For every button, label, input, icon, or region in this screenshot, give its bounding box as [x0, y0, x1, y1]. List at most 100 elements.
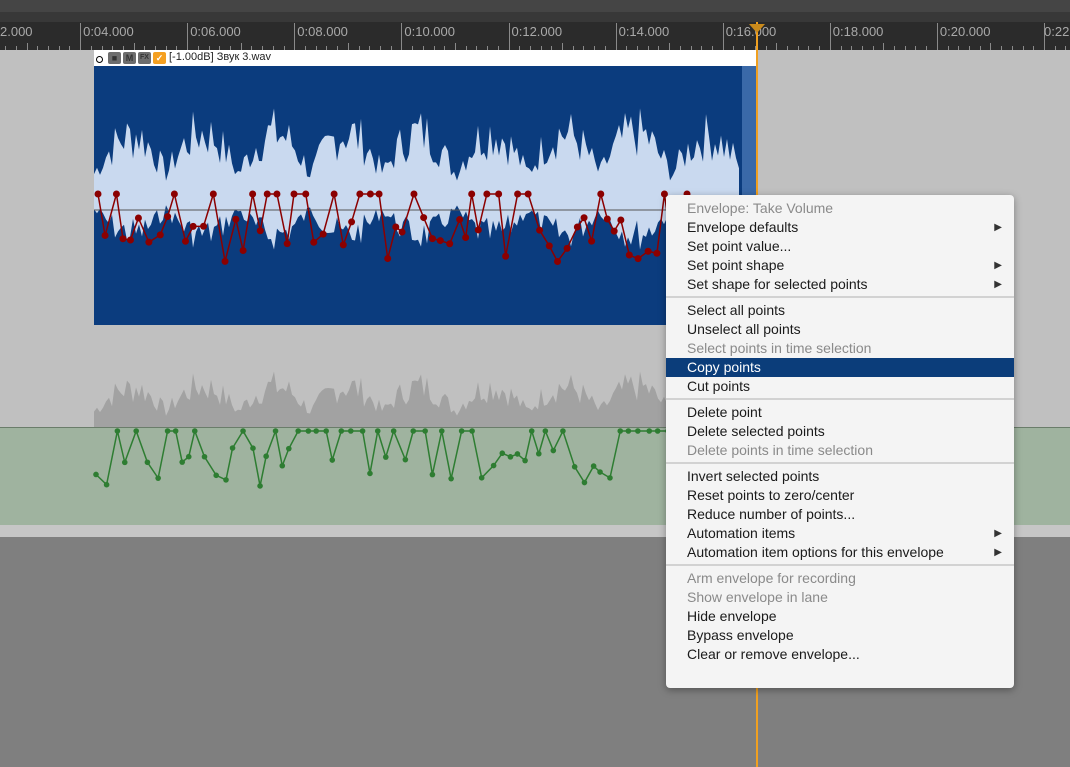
envelope-icon[interactable]: ✓: [153, 52, 166, 64]
ruler-minor-tick: [990, 43, 992, 50]
menu-item[interactable]: Reset points to zero/center: [666, 486, 1014, 505]
ruler-minor-tick: [37, 46, 39, 50]
ruler-minor-tick: [208, 46, 210, 50]
ruler-minor-tick: [894, 46, 896, 50]
lane-envelope-point: [438, 428, 445, 434]
lane-envelope-point: [295, 428, 301, 434]
ruler-minor-tick: [454, 43, 456, 50]
ruler-minor-tick: [122, 46, 124, 50]
menu-item[interactable]: Set point value...: [666, 237, 1014, 256]
lock-icon[interactable]: ■: [108, 52, 121, 64]
menu-item[interactable]: Delete selected points: [666, 422, 1014, 441]
menu-item[interactable]: Reduce number of points...: [666, 505, 1014, 524]
fx-button[interactable]: FX: [138, 52, 151, 64]
menu-item: Select points in time selection: [666, 339, 1014, 358]
ruler-minor-tick: [1065, 46, 1067, 50]
ruler-minor-tick: [572, 46, 574, 50]
menu-item[interactable]: Hide envelope: [666, 607, 1014, 626]
lane-envelope-point: [263, 453, 269, 460]
take-envelope-point: [436, 237, 444, 245]
menu-item[interactable]: Set shape for selected points ▶: [666, 275, 1014, 294]
ruler-minor-tick: [765, 46, 767, 50]
menu-separator: [666, 296, 1014, 298]
ruler-minor-tick: [851, 46, 853, 50]
menu-item[interactable]: Unselect all points: [666, 320, 1014, 339]
take-envelope-point: [610, 227, 618, 235]
lane-envelope-point: [448, 475, 454, 482]
ruler-label: 0:18.000: [832, 24, 884, 39]
take-volume-envelope[interactable]: [94, 66, 756, 325]
ghost-waveform: [94, 371, 739, 427]
lane-envelope-point: [514, 451, 521, 457]
item-waveform[interactable]: [94, 66, 756, 325]
menu-item[interactable]: Bypass envelope: [666, 626, 1014, 645]
lane-envelope-point: [522, 457, 528, 464]
menu-item[interactable]: Copy points: [666, 358, 1014, 377]
menu-item-label: Copy points: [687, 359, 761, 375]
ruler-minor-tick: [840, 46, 842, 50]
ruler-minor-tick: [701, 46, 703, 50]
fade-handle-icon[interactable]: [96, 56, 103, 63]
menu-item-label: Hide envelope: [687, 608, 777, 624]
menu-item[interactable]: Automation items ▶: [666, 524, 1014, 543]
ruler-major-tick: [615, 23, 617, 50]
menu-item[interactable]: Delete point: [666, 403, 1014, 422]
lane-envelope-point: [155, 475, 161, 481]
lane-envelope-point: [499, 450, 506, 457]
lane-envelope-point: [478, 475, 485, 481]
media-item[interactable]: ■ M FX ✓ [-1.00dB] Звук 3.wav: [94, 50, 756, 325]
mute-button[interactable]: M: [123, 52, 136, 64]
menu-item[interactable]: Set point shape ▶: [666, 256, 1014, 275]
take-envelope-point: [653, 249, 661, 257]
take-envelope-point: [273, 190, 281, 198]
take-envelope-point: [428, 235, 436, 243]
ruler-minor-tick: [519, 46, 521, 50]
lane-envelope-point: [560, 428, 566, 434]
take-envelope-point: [145, 238, 153, 246]
take-envelope-point: [101, 231, 109, 239]
lane-envelope-point: [144, 459, 151, 466]
take-envelope-point: [283, 240, 291, 248]
ruler-major-tick: [401, 23, 403, 50]
ruler-label: 0:20.000: [939, 24, 991, 39]
take-envelope-point: [384, 255, 392, 263]
lane-envelope-point: [571, 463, 578, 470]
ruler-major-tick: [80, 23, 82, 50]
take-envelope-point: [554, 257, 562, 265]
ruler-minor-tick: [637, 46, 639, 50]
timeline-ruler[interactable]: 2.000 0:04.000 0:06.000 0:08.000 0:10.000 0:1…: [0, 22, 1070, 50]
take-envelope-point: [545, 242, 553, 250]
ruler-minor-tick: [487, 46, 489, 50]
ruler-major-tick: [829, 23, 831, 50]
lane-envelope-point: [490, 462, 497, 469]
menu-item[interactable]: Invert selected points: [666, 467, 1014, 486]
ruler-minor-tick: [1033, 46, 1035, 50]
ruler-minor-tick: [15, 46, 17, 50]
ruler-minor-tick: [926, 46, 928, 50]
lane-envelope-point: [347, 428, 354, 434]
ruler-minor-tick: [679, 46, 681, 50]
ruler-minor-tick: [390, 46, 392, 50]
take-envelope-point: [462, 233, 470, 241]
ruler-minor-tick: [669, 43, 671, 50]
menu-item-label: Set point shape: [687, 257, 785, 273]
menu-item-label: Delete point: [687, 404, 762, 420]
submenu-arrow-icon: ▶: [994, 222, 1002, 233]
menu-separator: [666, 398, 1014, 400]
ruler-minor-tick: [422, 46, 424, 50]
menu-item[interactable]: Envelope defaults ▶: [666, 218, 1014, 237]
menu-item-label: Select points in time selection: [687, 340, 872, 356]
ruler-minor-tick: [529, 46, 531, 50]
take-envelope-point: [588, 237, 596, 245]
menu-item[interactable]: Automation item options for this envelop…: [666, 543, 1014, 562]
menu-item[interactable]: Select all points: [666, 301, 1014, 320]
lane-envelope-point: [542, 428, 549, 434]
menu-item[interactable]: Cut points: [666, 377, 1014, 396]
playhead-marker-icon[interactable]: [749, 24, 765, 33]
menu-item[interactable]: Clear or remove envelope...: [666, 645, 1014, 664]
ruler-minor-tick: [1022, 46, 1024, 50]
ruler-minor-tick: [379, 46, 381, 50]
lane-envelope-point: [133, 428, 139, 434]
take-envelope-point: [514, 190, 522, 198]
lane-envelope-point: [185, 453, 192, 460]
